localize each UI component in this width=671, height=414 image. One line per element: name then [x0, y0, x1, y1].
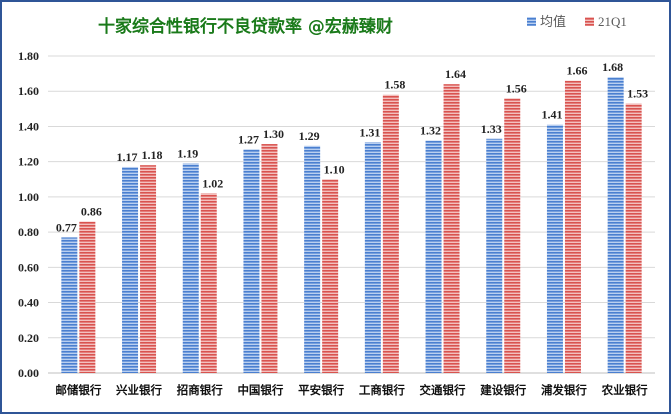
- data-label: 0.77: [56, 220, 77, 234]
- bar-avg: [61, 237, 78, 373]
- bar-21q1: [443, 84, 460, 373]
- x-tick-label: 兴业银行: [116, 383, 162, 397]
- bar-avg: [304, 145, 321, 373]
- y-tick-label: 1.80: [18, 49, 39, 63]
- bar-21q1: [200, 193, 217, 373]
- bar-avg: [546, 124, 563, 373]
- bar-avg: [182, 163, 199, 373]
- x-tick-label: 中国银行: [237, 383, 283, 397]
- data-label: 1.66: [566, 64, 587, 78]
- y-tick-label: 1.20: [18, 155, 39, 169]
- bar-avg: [122, 166, 139, 373]
- x-tick-label: 邮储银行: [55, 383, 101, 397]
- legend-label-21q1: 21Q1: [598, 14, 627, 29]
- data-label: 1.41: [541, 108, 562, 122]
- bar-21q1: [261, 144, 278, 373]
- y-tick-label: 0.80: [18, 225, 39, 239]
- x-tick-label: 平安银行: [298, 383, 344, 397]
- bar-21q1: [322, 179, 339, 373]
- data-label: 1.19: [177, 146, 198, 160]
- legend-label-avg: 均值: [540, 14, 566, 29]
- legend: 均值 21Q1: [527, 14, 627, 29]
- x-tick-label: 交通银行: [420, 383, 466, 397]
- data-label: 0.86: [81, 205, 102, 219]
- bar-21q1: [564, 80, 581, 374]
- grid-lines: [48, 55, 655, 374]
- data-label: 1.18: [142, 148, 163, 162]
- bar-avg: [243, 149, 260, 373]
- data-label: 1.31: [359, 125, 380, 139]
- data-label: 1.64: [445, 67, 466, 81]
- bar-21q1: [625, 103, 642, 374]
- data-label: 1.29: [299, 129, 320, 143]
- data-label: 1.27: [238, 132, 259, 146]
- y-tick-label: 0.60: [18, 260, 39, 274]
- y-tick-label: 1.40: [18, 119, 39, 133]
- x-tick-label: 农业银行: [601, 383, 648, 397]
- data-label: 1.32: [420, 124, 441, 138]
- data-labels: 0.77 0.86 1.17 1.18 1.19 1.02 1.27 1.30 1.29 1.10…: [56, 60, 648, 234]
- data-label: 1.53: [627, 87, 648, 101]
- data-label: 1.30: [263, 127, 284, 141]
- x-tick-label: 建设银行: [480, 383, 526, 397]
- y-tick-label: 0.40: [18, 296, 39, 310]
- y-axis-ticks: 0.00 0.20 0.40 0.60 0.80 1.00 1.20 1.40 1.60 1.80: [18, 49, 39, 380]
- bar-21q1: [140, 165, 157, 373]
- data-label: 1.17: [117, 150, 138, 164]
- chart-title: 十家综合性银行不良贷款率 @宏赫臻财: [98, 16, 393, 37]
- y-tick-label: 1.00: [18, 190, 39, 204]
- data-label: 1.33: [481, 122, 502, 136]
- bar-21q1: [382, 94, 399, 373]
- x-tick-label: 工商银行: [359, 383, 405, 397]
- y-tick-label: 0.20: [18, 331, 39, 345]
- bars: [61, 77, 642, 374]
- bar-21q1: [79, 221, 96, 373]
- data-label: 1.10: [324, 162, 345, 176]
- legend-swatch-21q1: [585, 17, 594, 26]
- legend-swatch-avg: [527, 17, 536, 26]
- y-tick-label: 0.00: [18, 366, 39, 380]
- y-tick-label: 1.60: [18, 84, 39, 98]
- data-label: 1.02: [202, 176, 223, 190]
- x-tick-label: 招商银行: [177, 383, 223, 397]
- bar-avg: [607, 77, 624, 373]
- x-axis-ticks: 邮储银行 兴业银行 招商银行 中国银行 平安银行 工商银行 交通银行 建设银行 浦发银行 农业银行: [55, 383, 648, 397]
- bar-avg: [364, 142, 381, 373]
- bar-avg: [486, 138, 503, 373]
- data-label: 1.58: [384, 78, 405, 92]
- x-tick-label: 浦发银行: [541, 383, 587, 397]
- bar-21q1: [504, 98, 521, 374]
- bar-avg: [425, 140, 442, 373]
- data-label: 1.68: [602, 60, 623, 74]
- data-label: 1.56: [506, 81, 527, 95]
